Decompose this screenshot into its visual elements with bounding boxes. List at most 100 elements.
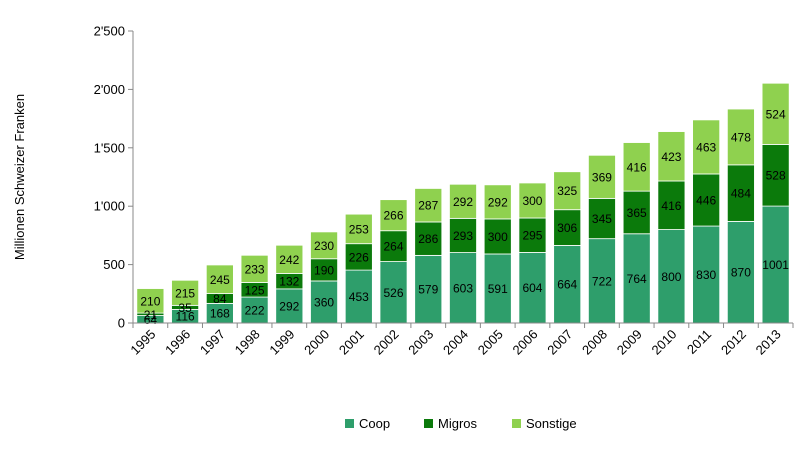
bar-segment-coop — [518, 252, 547, 324]
data-label-migros: 306 — [557, 221, 577, 235]
data-label-migros: 35 — [178, 301, 192, 315]
data-label-coop: 292 — [279, 299, 299, 313]
data-label-sonstige: 233 — [245, 262, 265, 276]
data-label-coop: 116 — [176, 310, 195, 324]
legend-label-coop: Coop — [359, 416, 390, 431]
legend-swatch-sonstige — [512, 419, 521, 428]
bar-segment-sonstige — [761, 82, 790, 145]
data-label-coop: 168 — [210, 307, 230, 321]
x-tick-label: 1999 — [266, 327, 297, 358]
bar-segment-migros — [657, 180, 686, 230]
legend: Coop Migros Sonstige — [345, 416, 577, 431]
data-label-migros: 286 — [418, 232, 438, 246]
data-label-migros: 132 — [279, 275, 299, 289]
data-label-migros: 416 — [661, 199, 681, 213]
x-tick-label: 2009 — [614, 327, 645, 358]
data-label-migros: 345 — [592, 212, 612, 226]
x-tick-label: 2002 — [371, 327, 402, 358]
data-label-coop: 664 — [557, 278, 577, 292]
x-tick-label: 2013 — [753, 327, 784, 358]
bar-segment-sonstige — [310, 231, 338, 260]
bar-segment-migros — [483, 218, 512, 255]
bar-segment-sonstige — [588, 154, 616, 199]
bar-segment-sonstige — [240, 254, 269, 283]
x-tick-label: 2008 — [579, 327, 610, 358]
data-label-sonstige: 242 — [279, 253, 299, 267]
bar-segment-migros — [761, 144, 790, 207]
data-label-sonstige: 416 — [627, 160, 647, 174]
legend-swatch-coop — [345, 419, 354, 428]
data-label-sonstige: 369 — [592, 170, 612, 184]
x-tick-label: 2012 — [718, 327, 749, 358]
data-label-migros: 484 — [731, 187, 751, 201]
data-label-coop: 764 — [627, 272, 647, 286]
legend-swatch-migros — [424, 419, 433, 428]
y-tick-label: 500 — [103, 257, 125, 272]
data-label-coop: 579 — [418, 283, 438, 297]
legend-label-sonstige: Sonstige — [526, 416, 577, 431]
x-tick-label: 1996 — [162, 327, 193, 358]
bar-segment-sonstige — [171, 279, 200, 306]
data-label-migros: 84 — [213, 292, 227, 306]
data-label-coop: 360 — [314, 295, 334, 309]
data-label-sonstige: 287 — [418, 199, 438, 213]
x-tick-label: 2011 — [684, 327, 714, 357]
y-axis-ticks: 0 500 1'000 1'500 2'000 2'500 — [94, 24, 133, 331]
data-label-migros: 226 — [349, 250, 369, 264]
bar-segment-migros — [622, 190, 651, 235]
data-label-sonstige: 245 — [210, 273, 230, 287]
y-tick-label: 1'000 — [94, 199, 125, 214]
data-label-migros: 264 — [384, 240, 404, 254]
bar-segment-sonstige — [205, 264, 234, 294]
data-label-migros: 190 — [314, 263, 334, 277]
data-label-coop: 453 — [349, 290, 369, 304]
bar-segment-migros — [518, 217, 547, 253]
x-tick-label: 2007 — [544, 327, 575, 358]
bar-segment-sonstige — [553, 171, 582, 211]
data-label-sonstige: 253 — [349, 222, 369, 236]
data-label-sonstige: 210 — [140, 294, 160, 308]
bar-segment-coop — [692, 225, 721, 324]
data-label-coop: 830 — [696, 268, 716, 282]
data-label-sonstige: 463 — [696, 140, 716, 154]
bar-segment-coop — [310, 280, 338, 324]
data-label-sonstige: 524 — [766, 107, 786, 121]
bar-segment-sonstige — [622, 142, 651, 192]
data-label-sonstige: 292 — [453, 195, 473, 209]
x-tick-label: 2004 — [440, 327, 471, 358]
bar-segment-migros — [414, 221, 443, 256]
axes — [132, 31, 793, 324]
bar-segment-sonstige — [692, 119, 721, 175]
legend-label-migros: Migros — [438, 416, 478, 431]
bar-segment-migros — [726, 164, 755, 222]
data-label-coop: 604 — [522, 281, 542, 295]
bar-segment-coop — [275, 288, 304, 324]
y-tick-label: 1'500 — [94, 140, 125, 155]
data-label-sonstige: 292 — [488, 195, 508, 209]
bar-segment-migros — [553, 209, 582, 246]
x-tick-label: 2010 — [648, 327, 679, 358]
data-label-migros: 300 — [488, 230, 508, 244]
bar-segment-sonstige — [483, 184, 512, 220]
bar-segment-migros — [344, 243, 373, 271]
bar-segment-sonstige — [344, 213, 373, 245]
bar-segment-sonstige — [518, 182, 547, 219]
bar-segment-sonstige — [449, 183, 477, 219]
bar-segment-sonstige — [379, 199, 408, 232]
data-label-coop: 591 — [488, 282, 508, 296]
bar-segment-coop — [240, 296, 269, 324]
data-label-sonstige: 230 — [314, 239, 334, 253]
data-label-sonstige: 215 — [175, 286, 195, 300]
x-tick-label: 1997 — [197, 327, 228, 358]
data-label-sonstige: 325 — [557, 184, 577, 198]
x-axis-ticks: 1995 1996 1997 1998 1999 2000 2001 2002 2003 2004… — [127, 323, 794, 358]
data-label-coop: 1001 — [762, 258, 789, 272]
bar-segment-migros — [449, 217, 477, 253]
data-label-migros: 446 — [696, 194, 716, 208]
x-tick-label: 2005 — [475, 327, 506, 358]
bar-segment-sonstige — [414, 188, 443, 223]
data-label-coop: 603 — [453, 281, 473, 295]
y-tick-label: 0 — [118, 316, 125, 331]
